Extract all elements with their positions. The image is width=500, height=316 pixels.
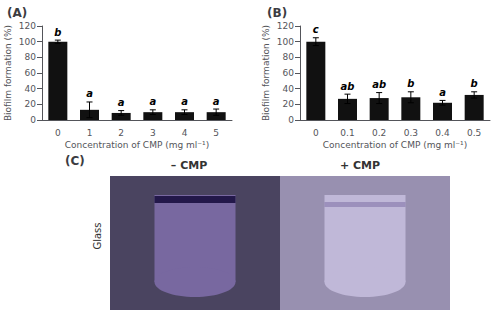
svg-text:1: 1 — [87, 128, 93, 138]
svg-text:120: 120 — [19, 21, 36, 31]
svg-text:a: a — [439, 87, 446, 98]
svg-text:Concentration of CMP (mg ml⁻¹): Concentration of CMP (mg ml⁻¹) — [65, 140, 209, 150]
svg-text:120: 120 — [277, 21, 294, 31]
svg-text:a: a — [118, 97, 125, 108]
svg-text:a: a — [213, 96, 220, 107]
svg-text:ab: ab — [341, 81, 355, 92]
svg-text:0.2: 0.2 — [372, 128, 386, 138]
svg-text:0.5: 0.5 — [467, 128, 481, 138]
svg-text:+ CMP: + CMP — [340, 159, 380, 172]
svg-text:b: b — [54, 27, 61, 38]
svg-text:Biofilm formation (%): Biofilm formation (%) — [261, 25, 271, 121]
svg-text:80: 80 — [283, 52, 295, 62]
svg-text:– CMP: – CMP — [171, 159, 207, 172]
svg-text:Glass: Glass — [92, 222, 103, 249]
svg-text:4: 4 — [182, 128, 188, 138]
svg-text:60: 60 — [25, 68, 37, 78]
svg-text:b: b — [471, 78, 478, 89]
svg-text:0: 0 — [30, 115, 36, 125]
svg-text:(B): (B) — [267, 6, 287, 20]
svg-text:Concentration of CMP (mg ml⁻¹): Concentration of CMP (mg ml⁻¹) — [323, 140, 467, 150]
svg-text:5: 5 — [213, 128, 219, 138]
svg-text:ab: ab — [372, 79, 386, 90]
svg-text:0.1: 0.1 — [340, 128, 354, 138]
svg-text:(C): (C) — [65, 154, 85, 168]
svg-text:a: a — [181, 96, 188, 107]
svg-text:b: b — [407, 78, 414, 89]
svg-text:0: 0 — [313, 128, 319, 138]
svg-text:40: 40 — [25, 84, 37, 94]
svg-text:a: a — [149, 96, 156, 107]
svg-text:0.4: 0.4 — [435, 128, 450, 138]
svg-text:40: 40 — [283, 84, 295, 94]
svg-text:a: a — [86, 88, 93, 99]
svg-text:20: 20 — [283, 99, 295, 109]
svg-text:80: 80 — [25, 52, 37, 62]
svg-text:60: 60 — [283, 68, 295, 78]
svg-text:0: 0 — [55, 128, 61, 138]
svg-text:c: c — [313, 24, 319, 35]
svg-text:100: 100 — [277, 37, 294, 47]
svg-text:20: 20 — [25, 99, 37, 109]
svg-text:3: 3 — [150, 128, 156, 138]
svg-text:0: 0 — [288, 115, 294, 125]
svg-text:0.3: 0.3 — [404, 128, 418, 138]
svg-text:(A): (A) — [7, 6, 27, 20]
svg-text:100: 100 — [19, 37, 36, 47]
svg-text:2: 2 — [118, 128, 124, 138]
svg-text:Biofilm formation (%): Biofilm formation (%) — [3, 25, 13, 121]
